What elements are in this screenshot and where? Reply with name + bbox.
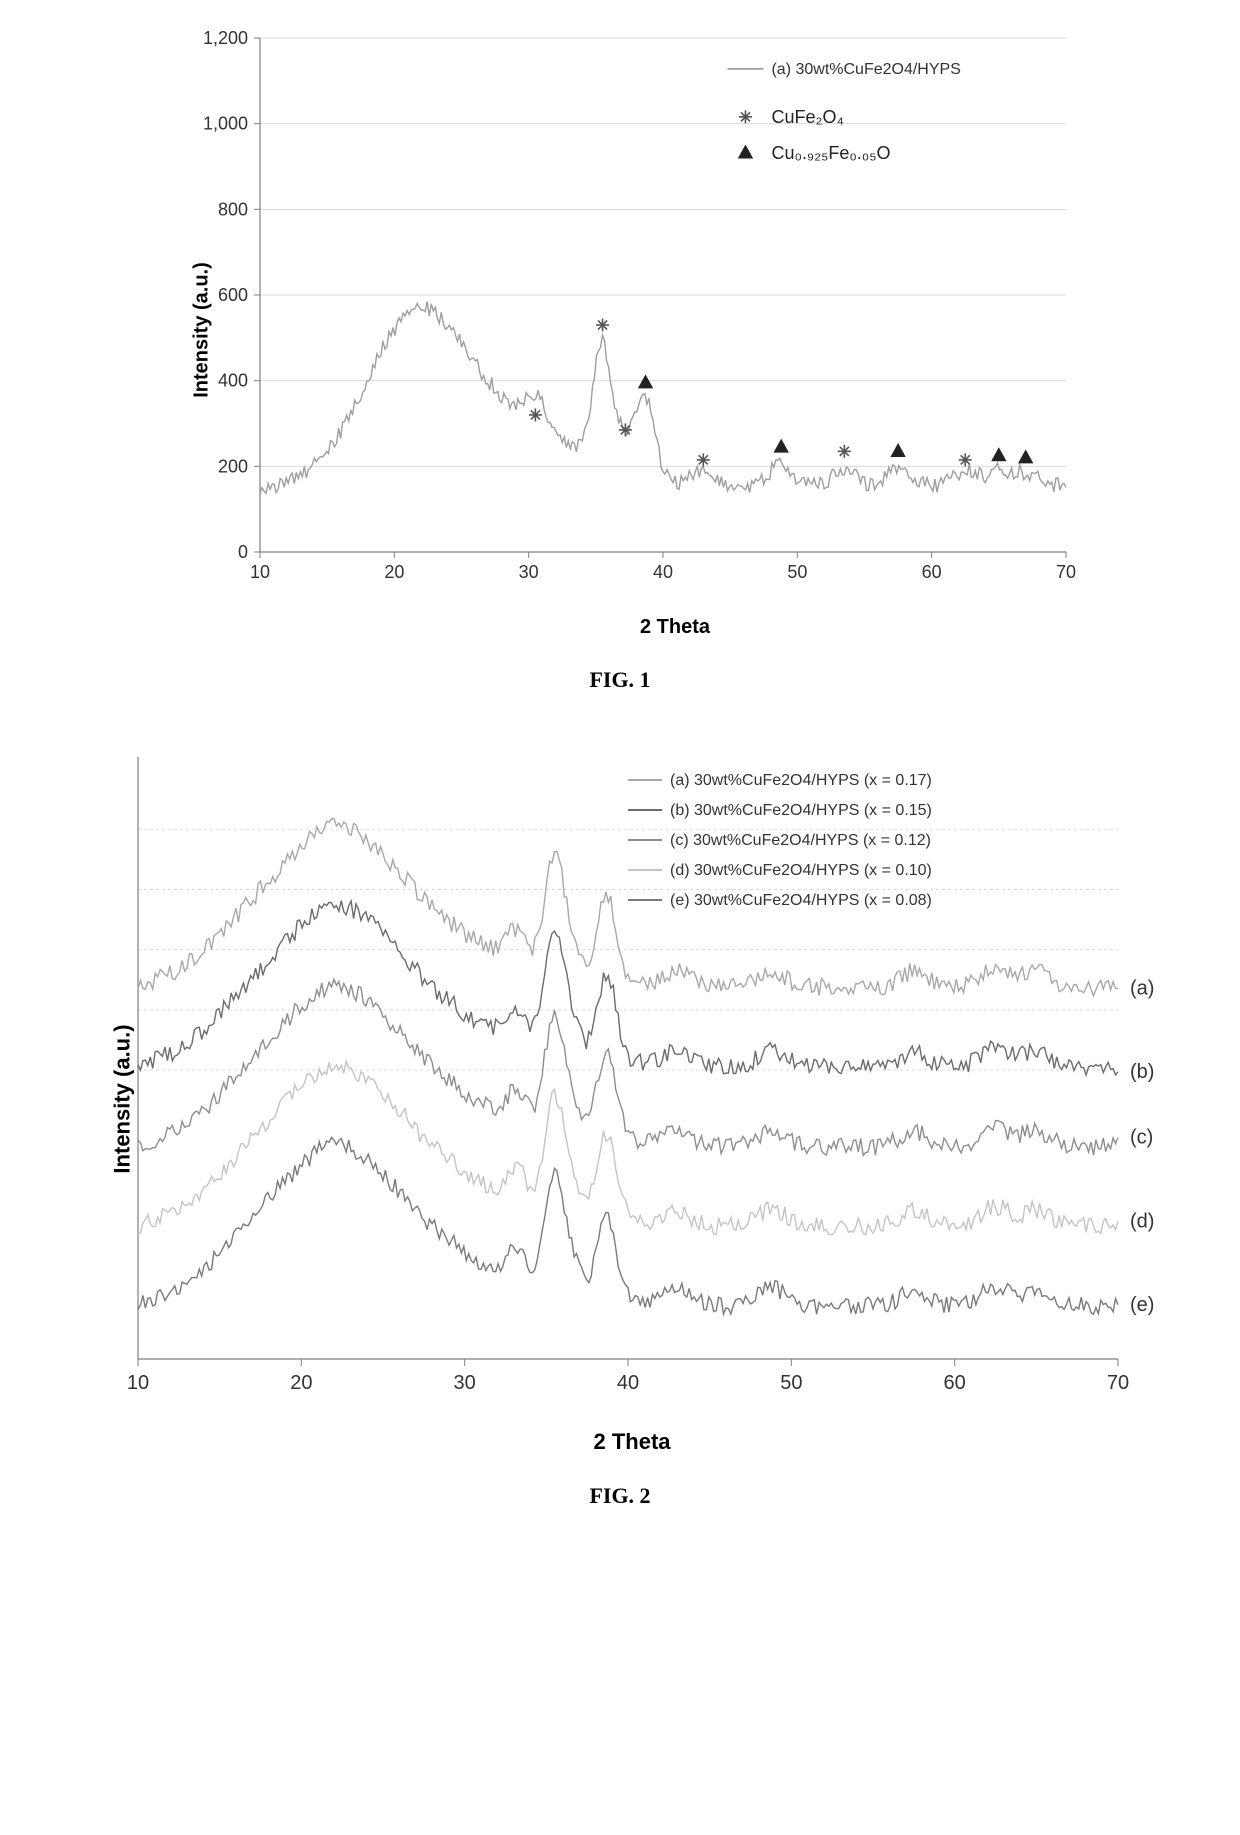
svg-text:70: 70 — [1107, 1372, 1129, 1394]
fig1-caption: FIG. 1 — [40, 667, 1200, 693]
fig2-chart-wrap: Intensity (a.u.) 10 20 30 40 50 60 70 (a) (b) (c)… — [64, 743, 1200, 1455]
svg-text:10: 10 — [127, 1372, 149, 1394]
figure-2-block: Intensity (a.u.) 10 20 30 40 50 60 70 (a) (b) (c)… — [40, 743, 1200, 1509]
svg-text:30: 30 — [454, 1372, 476, 1394]
figure-1-block: Intensity (a.u.) 0 200 400 600 800 1,000 1,200… — [40, 20, 1200, 693]
fig1-chart-wrap: Intensity (a.u.) 0 200 400 600 800 1,000 1,200… — [150, 20, 1200, 639]
svg-text:0: 0 — [238, 542, 248, 562]
fig2-xlabel: 2 Theta — [64, 1429, 1200, 1455]
svg-text:(e) 30wt%CuFe2O4/HYPS (x = 0.0: (e) 30wt%CuFe2O4/HYPS (x = 0.08) — [670, 892, 932, 909]
svg-text:40: 40 — [617, 1372, 639, 1394]
fig2-caption: FIG. 2 — [40, 1483, 1200, 1509]
svg-text:800: 800 — [218, 199, 248, 219]
svg-text:CuFe₂O₄: CuFe₂O₄ — [771, 107, 843, 127]
svg-text:(d) 30wt%CuFe2O4/HYPS (x = 0.1: (d) 30wt%CuFe2O4/HYPS (x = 0.10) — [670, 862, 932, 879]
svg-text:60: 60 — [944, 1372, 966, 1394]
svg-text:1,200: 1,200 — [203, 28, 248, 48]
svg-text:70: 70 — [1056, 562, 1076, 582]
svg-text:50: 50 — [787, 562, 807, 582]
fig1-xlabel: 2 Theta — [150, 616, 1200, 639]
svg-text:20: 20 — [290, 1372, 312, 1394]
svg-text:30: 30 — [519, 562, 539, 582]
svg-text:Cu₀.₉₂₅Fe₀.₀₅O: Cu₀.₉₂₅Fe₀.₀₅O — [771, 143, 890, 163]
fig1-ylabel: Intensity (a.u.) — [190, 262, 213, 398]
svg-text:60: 60 — [922, 562, 942, 582]
svg-text:200: 200 — [218, 456, 248, 476]
svg-text:(c): (c) — [1130, 1127, 1153, 1149]
fig2-svg: 10 20 30 40 50 60 70 (a) (b) (c) (d) (e) (a) 30wt%Cu… — [64, 743, 1174, 1423]
svg-text:(c) 30wt%CuFe2O4/HYPS (x = 0.1: (c) 30wt%CuFe2O4/HYPS (x = 0.12) — [670, 832, 931, 849]
fig1-svg: 0 200 400 600 800 1,000 1,200 10 20 30 40 50 60 70 (a)… — [150, 20, 1090, 610]
svg-text:40: 40 — [653, 562, 673, 582]
svg-text:(b): (b) — [1130, 1061, 1154, 1083]
svg-text:600: 600 — [218, 285, 248, 305]
svg-text:(e): (e) — [1130, 1294, 1154, 1316]
svg-text:(b) 30wt%CuFe2O4/HYPS (x = 0.1: (b) 30wt%CuFe2O4/HYPS (x = 0.15) — [670, 802, 932, 819]
svg-text:(a): (a) — [1130, 977, 1154, 999]
fig2-ylabel: Intensity (a.u.) — [110, 1024, 136, 1173]
svg-text:10: 10 — [250, 562, 270, 582]
svg-text:50: 50 — [780, 1372, 802, 1394]
svg-text:(a) 30wt%CuFe2O4/HYPS: (a) 30wt%CuFe2O4/HYPS — [771, 61, 960, 78]
svg-text:(d): (d) — [1130, 1210, 1154, 1232]
svg-text:(a) 30wt%CuFe2O4/HYPS (x = 0.1: (a) 30wt%CuFe2O4/HYPS (x = 0.17) — [670, 772, 932, 789]
svg-text:1,000: 1,000 — [203, 114, 248, 134]
svg-text:20: 20 — [384, 562, 404, 582]
svg-text:400: 400 — [218, 371, 248, 391]
